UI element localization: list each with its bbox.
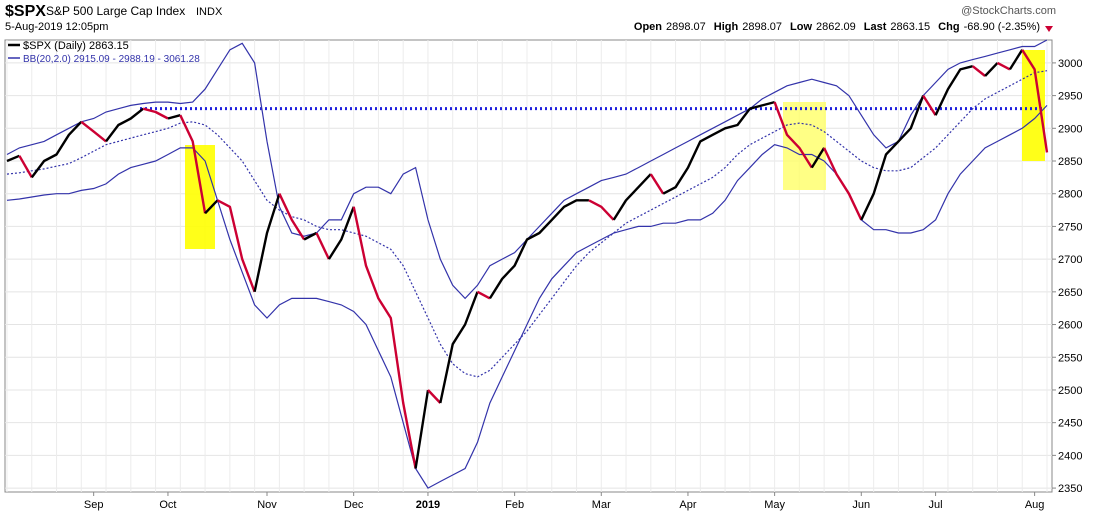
price-line xyxy=(922,94,937,116)
y-tick-label: 2750 xyxy=(1058,221,1082,233)
price-line xyxy=(984,62,999,77)
price-line xyxy=(810,147,826,169)
quote-value: 2862.09 xyxy=(816,21,856,33)
price-line xyxy=(315,232,330,260)
plot xyxy=(6,39,1049,489)
quote-label: Open xyxy=(634,21,662,33)
x-tick-label: Apr xyxy=(679,499,696,511)
price-line xyxy=(476,290,491,300)
highlight xyxy=(783,102,826,190)
y-tick-label: 2550 xyxy=(1058,352,1082,364)
quote-value: 2898.07 xyxy=(666,21,706,33)
price-line xyxy=(439,291,479,404)
plot-area xyxy=(4,39,1053,493)
x-tick-label: Sep xyxy=(84,499,104,511)
symbol: $SPX xyxy=(5,3,46,20)
x-tick-label: Oct xyxy=(159,499,176,511)
down-arrow xyxy=(1045,26,1053,32)
price-line xyxy=(142,107,169,120)
price-line xyxy=(303,231,318,241)
price-line xyxy=(427,389,442,404)
legend: $SPX (Daily) 2863.15 BB(20,2.0) 2915.09 -… xyxy=(8,40,200,65)
price-line xyxy=(179,114,207,214)
y-tick-label: 2900 xyxy=(1058,123,1082,135)
price-line xyxy=(253,193,281,293)
price-line xyxy=(216,199,256,293)
price-line xyxy=(30,120,83,179)
price-line xyxy=(6,154,20,163)
grid xyxy=(5,40,1056,496)
quote-label: Chg xyxy=(938,21,959,33)
price-line xyxy=(860,95,925,221)
price-line xyxy=(662,100,775,195)
x-tick-label: 2019 xyxy=(416,499,440,511)
y-tick-label: 2650 xyxy=(1058,287,1082,299)
price-line xyxy=(773,101,813,169)
y-tick-label: 2500 xyxy=(1058,385,1082,397)
quote-label: Last xyxy=(864,21,887,33)
price-line xyxy=(971,65,986,77)
price-line xyxy=(934,65,973,116)
quote-value: -68.90 (-2.35%) xyxy=(964,21,1040,33)
y-tick-label: 2700 xyxy=(1058,254,1082,266)
quote-value: 2898.07 xyxy=(742,21,782,33)
x-tick-label: Nov xyxy=(257,499,277,511)
price-line xyxy=(996,61,1011,71)
price-line xyxy=(18,155,33,178)
price-line xyxy=(488,199,589,300)
band-lower xyxy=(6,104,1048,489)
chart-title: S&P 500 Large Cap Index xyxy=(46,4,185,18)
price-line xyxy=(1008,49,1024,71)
quote: Open 2898.07 High 2898.07 Low 2862.09 Last 2863… xyxy=(634,21,1040,33)
highlight xyxy=(185,145,215,249)
price-line xyxy=(167,114,181,120)
price-line xyxy=(414,389,430,469)
x-tick-label: Jun xyxy=(852,499,870,511)
price-line xyxy=(823,147,863,221)
exchange: INDX xyxy=(196,6,223,18)
price-line xyxy=(278,193,306,241)
x-tick-label: Dec xyxy=(344,499,364,511)
legend-label: BB(20,2.0) 2915.09 - 2988.19 - 3061.28 xyxy=(23,54,200,65)
quote-value: 2863.15 xyxy=(890,21,930,33)
y-tick-label: 2450 xyxy=(1058,418,1082,430)
price-line xyxy=(612,173,652,221)
price-line xyxy=(352,206,417,469)
price-line xyxy=(204,199,219,215)
quote-label: Low xyxy=(790,21,812,33)
band-middle xyxy=(6,70,1048,378)
y-tick-label: 2400 xyxy=(1058,450,1082,462)
y-tick-label: 2350 xyxy=(1058,483,1082,495)
x-tick-label: Mar xyxy=(592,499,611,511)
price-line xyxy=(80,120,107,143)
price-line xyxy=(327,206,355,260)
x-tick-label: May xyxy=(764,499,785,511)
price-line xyxy=(105,107,144,143)
price-line xyxy=(1021,49,1049,153)
y-tick-label: 3000 xyxy=(1058,58,1082,70)
date: 5-Aug-2019 12:05pm xyxy=(5,21,108,33)
x-tick-label: Jul xyxy=(929,499,943,511)
x-tick-label: Aug xyxy=(1025,499,1045,511)
y-tick-label: 2850 xyxy=(1058,156,1082,168)
x-tick-label: Feb xyxy=(505,499,524,511)
legend-label: $SPX (Daily) 2863.15 xyxy=(23,40,129,52)
price-line xyxy=(649,173,665,195)
highlight xyxy=(1022,50,1045,161)
source: @StockCharts.com xyxy=(961,5,1056,17)
price-line xyxy=(588,199,615,221)
quote-label: High xyxy=(714,21,739,33)
y-tick-label: 2600 xyxy=(1058,320,1082,332)
y-tick-label: 2950 xyxy=(1058,91,1082,103)
y-tick-label: 2800 xyxy=(1058,189,1082,201)
